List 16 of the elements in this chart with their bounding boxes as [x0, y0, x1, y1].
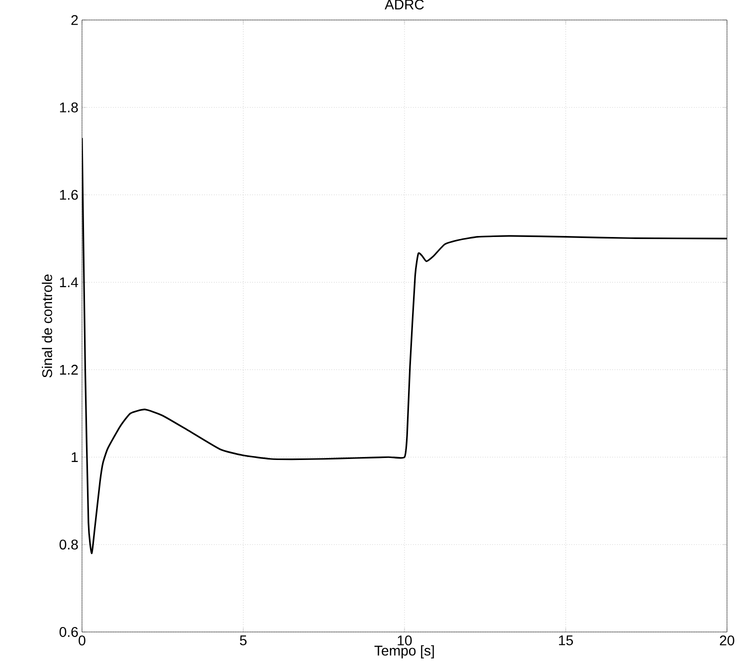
x-tick-label: 5	[240, 636, 247, 646]
chart-title: ADRC	[384, 0, 424, 10]
y-tick-label: 1.8	[60, 102, 78, 112]
y-tick-label: 0.8	[60, 540, 78, 550]
x-tick-label: 10	[398, 636, 412, 646]
y-tick-label: 1.4	[60, 277, 78, 288]
y-axis-title: Sinal de controle	[42, 274, 52, 378]
y-tick-label: 1.6	[60, 190, 78, 200]
x-tick-label: 0	[78, 636, 86, 646]
y-tick-label: 1.2	[60, 364, 78, 375]
x-axis-title: Tempo [s]	[374, 645, 434, 658]
x-tick-label: 20	[720, 636, 734, 646]
y-tick-label: 2	[71, 15, 78, 25]
y-tick-label: 0.6	[60, 627, 78, 637]
x-tick-label: 15	[559, 636, 573, 646]
y-tick-label: 1	[72, 452, 78, 462]
